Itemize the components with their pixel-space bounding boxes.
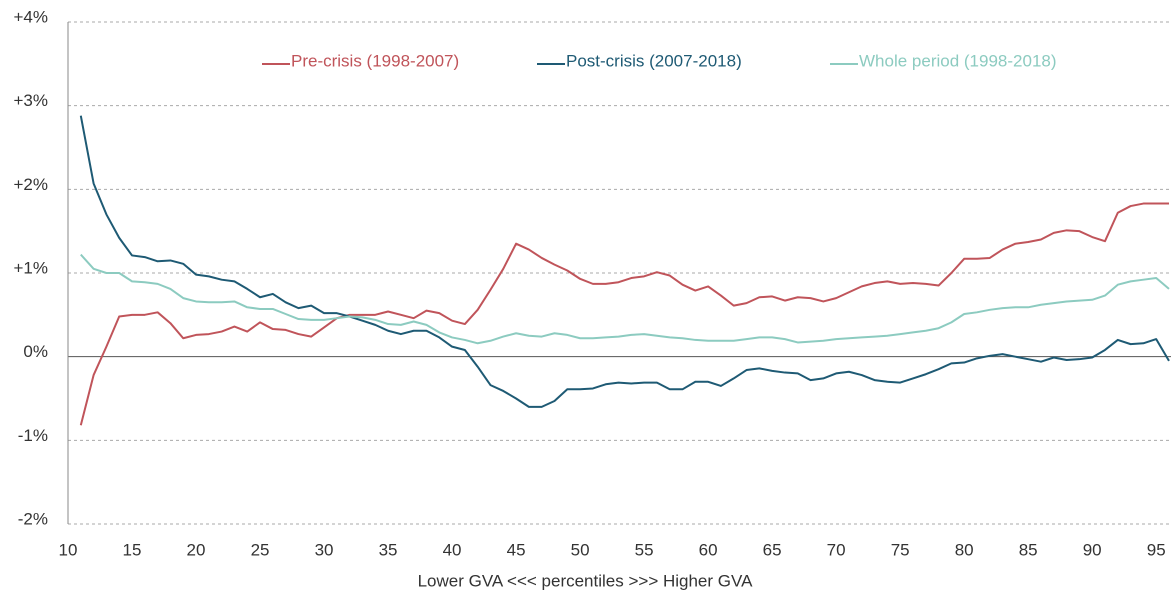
x-tick-label: 90 — [1083, 540, 1102, 559]
y-tick-label: +2% — [14, 175, 49, 194]
series-line — [79, 115, 1170, 408]
y-tick-label: +3% — [14, 91, 49, 110]
x-tick-label: 65 — [763, 540, 782, 559]
legend-label: Post-crisis (2007-2018) — [566, 51, 742, 70]
y-tick-label: +1% — [14, 258, 49, 277]
x-tick-label: 15 — [123, 540, 142, 559]
x-tick-label: 95 — [1147, 540, 1166, 559]
x-tick-label: 35 — [379, 540, 398, 559]
x-tick-label: 10 — [59, 540, 78, 559]
y-tick-label: -2% — [18, 509, 48, 528]
x-tick-label: 20 — [187, 540, 206, 559]
x-tick-label: 75 — [891, 540, 910, 559]
legend-label: Whole period (1998-2018) — [859, 51, 1057, 70]
x-tick-label: 55 — [635, 540, 654, 559]
x-tick-label: 25 — [251, 540, 270, 559]
legend-label: Pre-crisis (1998-2007) — [291, 51, 459, 70]
y-tick-label: -1% — [18, 426, 48, 445]
series-line — [79, 202, 1169, 426]
x-tick-label: 60 — [699, 540, 718, 559]
x-tick-label: 45 — [507, 540, 526, 559]
y-tick-label: +4% — [14, 7, 49, 26]
series-line — [80, 253, 1170, 345]
x-axis-label: Lower GVA <<< percentiles >>> Higher GVA — [418, 571, 753, 590]
x-tick-label: 50 — [571, 540, 590, 559]
x-tick-label: 80 — [955, 540, 974, 559]
y-tick-label: 0% — [23, 342, 48, 361]
x-tick-label: 70 — [827, 540, 846, 559]
x-tick-label: 30 — [315, 540, 334, 559]
x-tick-label: 40 — [443, 540, 462, 559]
x-tick-label: 85 — [1019, 540, 1038, 559]
